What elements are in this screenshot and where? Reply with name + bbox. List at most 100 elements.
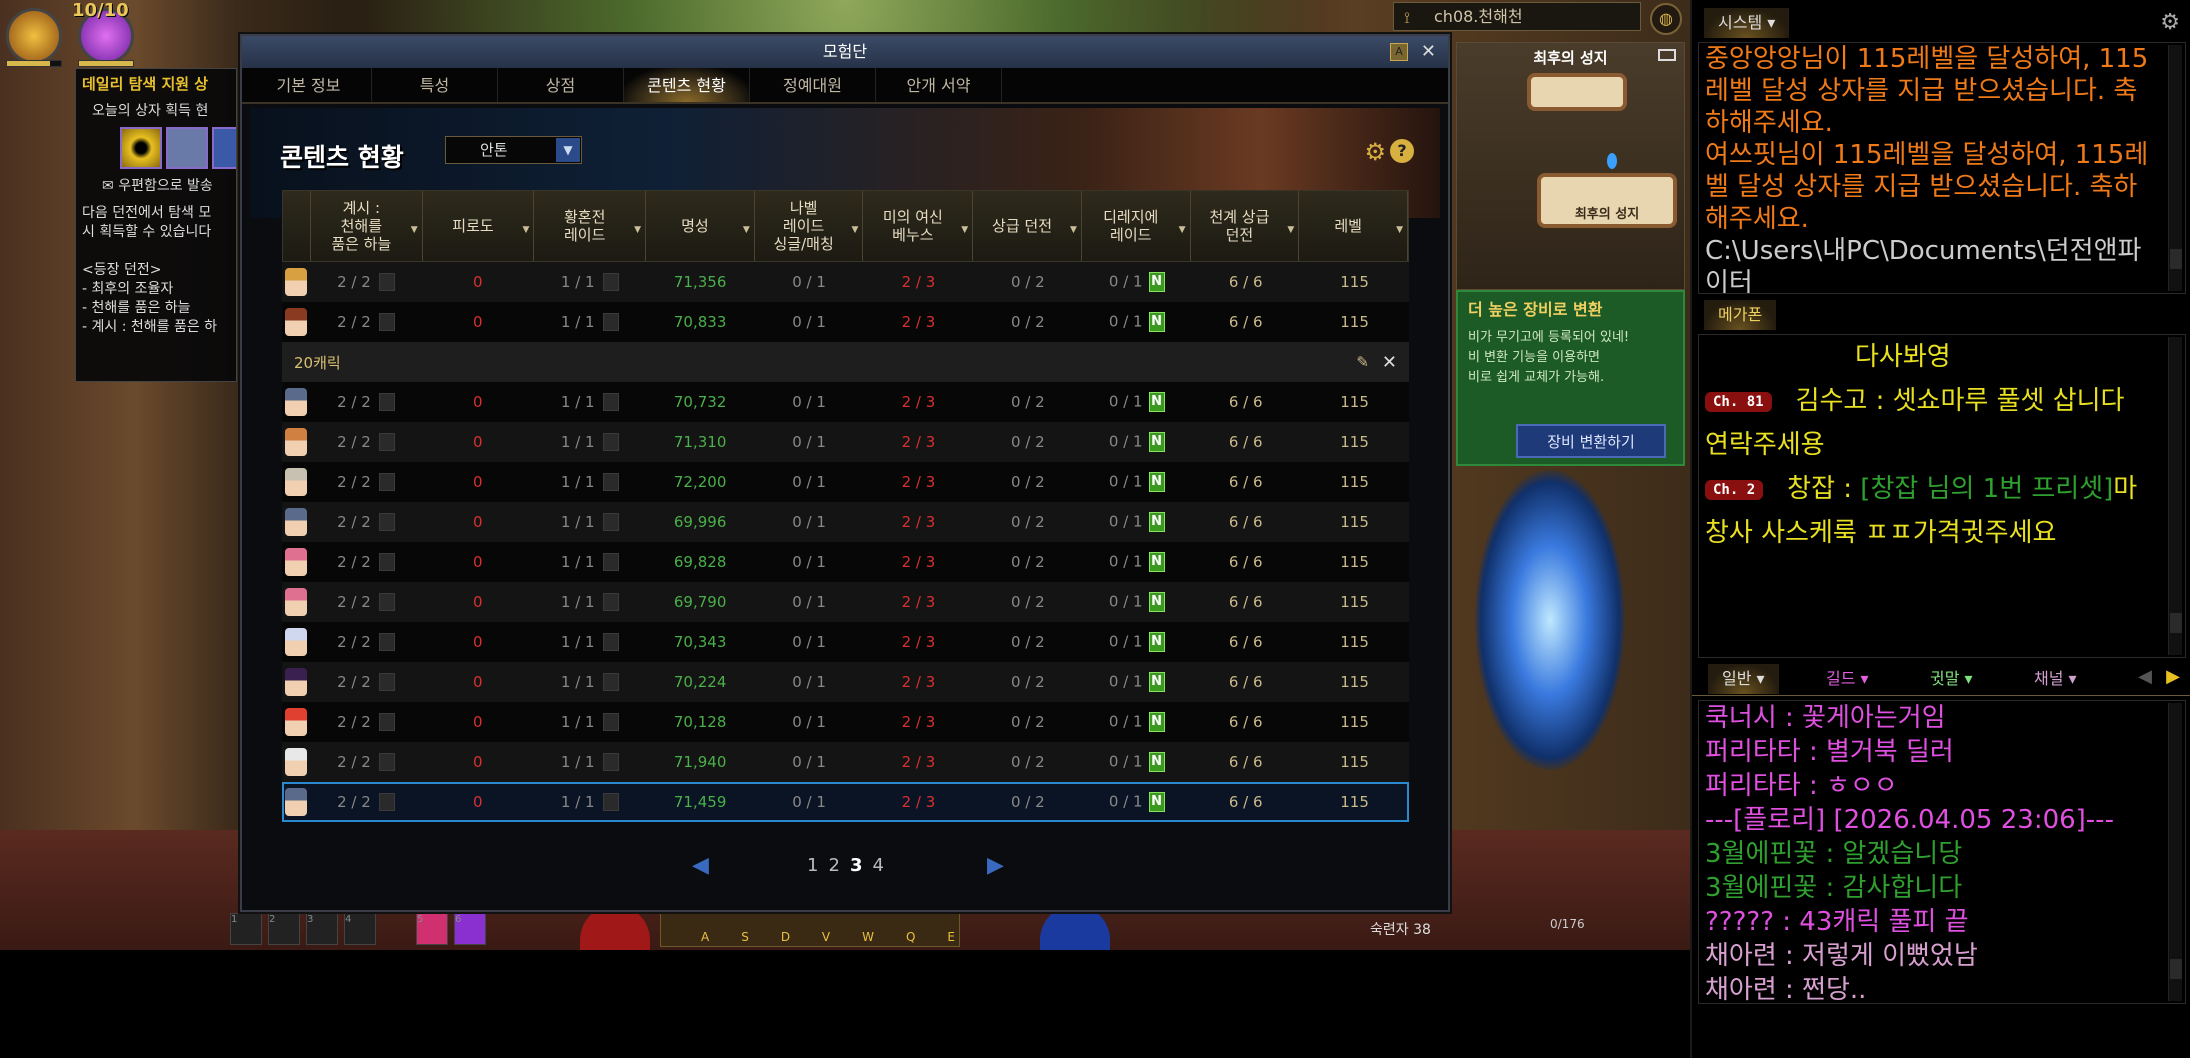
- chat-tab[interactable]: 길드 ▾: [1826, 669, 1869, 688]
- table-row[interactable]: 2 / 2 0 1 / 1 71,356 0 / 1 2 / 3 0 / 2 0 / 1 N 6 …: [282, 262, 1409, 302]
- minimap-toggle-icon[interactable]: [1658, 49, 1676, 61]
- cell-c1: 2 / 2: [310, 673, 422, 692]
- table-row[interactable]: 2 / 2 0 1 / 1 70,732 0 / 1 2 / 3 0 / 2 0 / 1 N 6 …: [282, 382, 1409, 422]
- lock-buff-icon[interactable]: [6, 8, 62, 64]
- table-row[interactable]: 2 / 2 0 1 / 1 70,343 0 / 1 2 / 3 0 / 2 0 / 1 N 6 …: [282, 622, 1409, 662]
- tab-shop[interactable]: 상점: [498, 68, 624, 102]
- next-tab-icon[interactable]: ▶: [2166, 666, 2180, 687]
- column-header[interactable]: 황혼전 레이드 ▼: [534, 191, 647, 261]
- page-link[interactable]: 2: [828, 855, 840, 876]
- table-row[interactable]: 2 / 2 0 1 / 1 69,790 0 / 1 2 / 3 0 / 2 0 / 1 N 6 …: [282, 582, 1409, 622]
- quick-slot[interactable]: 1: [230, 913, 262, 945]
- cell-c2: 0: [422, 313, 534, 331]
- sort-arrow-icon: ▼: [522, 225, 530, 235]
- quick-slot[interactable]: 3: [306, 913, 338, 945]
- gear-icon[interactable]: ⚙: [2160, 10, 2180, 35]
- cell-c1: 2 / 2: [310, 793, 422, 812]
- scrollbar[interactable]: [2168, 337, 2182, 655]
- column-header[interactable]: 천계 상급 던전 ▼: [1191, 191, 1300, 261]
- skill-bar[interactable]: ASDVWQE: [660, 911, 960, 947]
- cell-c6: 2 / 3: [864, 793, 974, 811]
- sort-arrow-icon: ▼: [1069, 225, 1077, 235]
- cell-c2: 0: [422, 553, 534, 571]
- table-row[interactable]: 2 / 2 0 1 / 1 71,940 0 / 1 2 / 3 0 / 2 0 / 1 N 6 …: [282, 742, 1409, 782]
- quick-slot[interactable]: 6: [454, 913, 486, 945]
- lock-icon: [378, 313, 395, 332]
- column-header[interactable]: 피로도 ▼: [423, 191, 535, 261]
- table-row[interactable]: 2 / 2 0 1 / 1 70,833 0 / 1 2 / 3 0 / 2 0 / 1 N 6 …: [282, 302, 1409, 342]
- table-row[interactable]: 2 / 2 0 1 / 1 71,459 0 / 1 2 / 3 0 / 2 0 / 1 N 6 …: [282, 782, 1409, 822]
- megaphone-tab[interactable]: 메가폰: [1704, 300, 1777, 330]
- help-icon[interactable]: ?: [1390, 139, 1414, 163]
- tab-traits[interactable]: 특성: [372, 68, 498, 102]
- edit-icon[interactable]: ✎: [1356, 353, 1369, 371]
- column-header[interactable]: 명성 ▼: [646, 191, 755, 261]
- page-link[interactable]: 4: [872, 855, 884, 876]
- quick-slot[interactable]: 4: [344, 913, 376, 945]
- minimap[interactable]: 최후의 성지 최후의 성지: [1456, 42, 1685, 290]
- world-map-button[interactable]: ◍: [1650, 3, 1682, 35]
- cell-value: 2 / 3: [901, 273, 936, 291]
- column-header[interactable]: 나벨 레이드 싱글/매칭 ▼: [755, 191, 864, 261]
- column-header[interactable]: 미의 여신 베누스 ▼: [863, 191, 974, 261]
- gear-icon[interactable]: ⚙: [1364, 138, 1386, 166]
- cell-lvl: 115: [1300, 553, 1409, 571]
- scrollbar[interactable]: [2168, 45, 2182, 291]
- table-row[interactable]: 2 / 2 0 1 / 1 69,828 0 / 1 2 / 3 0 / 2 0 / 1 N 6 …: [282, 542, 1409, 582]
- tab-content-status[interactable]: 콘텐츠 현황: [624, 68, 750, 102]
- table-row[interactable]: 2 / 2 0 1 / 1 70,128 0 / 1 2 / 3 0 / 2 0 / 1 N 6 …: [282, 702, 1409, 742]
- general-chat: 쿡너시 : 꽃게아는거임 퍼리타타 : 별거북 딜러 퍼리타타 : ㅎㅇㅇ ---[플…: [1698, 700, 2186, 1004]
- quick-slot[interactable]: 5: [416, 913, 448, 945]
- prev-page-icon[interactable]: ◀: [692, 853, 709, 878]
- cell-c6: 2 / 3: [864, 593, 974, 611]
- group-header[interactable]: 20캐릭 ✎ ✕: [282, 342, 1409, 382]
- table-row[interactable]: 2 / 2 0 1 / 1 72,200 0 / 1 2 / 3 0 / 2 0 / 1 N 6 …: [282, 462, 1409, 502]
- cell-c9: 6 / 6: [1191, 393, 1300, 411]
- lock-icon: [602, 593, 619, 612]
- dialog-titlebar[interactable]: 모험단 A ✕: [242, 36, 1448, 68]
- tab-mist-oath[interactable]: 안개 서약: [876, 68, 1002, 102]
- cell-value: 2 / 3: [901, 513, 936, 531]
- table-row[interactable]: 2 / 2 0 1 / 1 70,224 0 / 1 2 / 3 0 / 2 0 / 1 N 6 …: [282, 662, 1409, 702]
- cell-value: 2 / 2: [337, 752, 371, 771]
- raid-dropdown[interactable]: 안톤 ▼: [445, 136, 582, 164]
- next-page-icon[interactable]: ▶: [987, 853, 1004, 878]
- cell-c6: 2 / 3: [864, 313, 974, 331]
- page-link[interactable]: 1: [807, 855, 819, 876]
- table-row[interactable]: 2 / 2 0 1 / 1 71,310 0 / 1 2 / 3 0 / 2 0 / 1 N 6 …: [282, 422, 1409, 462]
- tab-elite-members[interactable]: 정예대원: [750, 68, 876, 102]
- prev-tab-icon[interactable]: ◀: [2138, 666, 2152, 687]
- cell-value: 1 / 1: [560, 272, 595, 291]
- column-header[interactable]: 레벨 ▼: [1299, 191, 1408, 261]
- cell-c8: 0 / 1 N: [1082, 312, 1191, 332]
- treasure-box-icon[interactable]: [78, 8, 134, 64]
- channel-selector[interactable]: ⟟ ch08.천해천: [1393, 2, 1641, 31]
- cell-c8: 0 / 1 N: [1082, 432, 1191, 452]
- system-tab[interactable]: 시스템 ▾: [1704, 8, 1790, 38]
- cell-c5: 0 / 1: [755, 273, 864, 291]
- chat-tab[interactable]: 귓말 ▾: [1930, 669, 1973, 688]
- tab-basic-info[interactable]: 기본 정보: [246, 68, 372, 102]
- quick-slot[interactable]: 2: [268, 913, 300, 945]
- lock-icon: [602, 553, 619, 572]
- close-icon[interactable]: ✕: [1381, 351, 1397, 373]
- cell-value: 6 / 6: [1228, 433, 1263, 451]
- cell-value: 2 / 3: [901, 433, 936, 451]
- dungeon-item: - 천해를 품은 하늘: [82, 300, 191, 316]
- preset-link[interactable]: [창잡 님의 1번 프리셋]: [1860, 474, 2114, 504]
- cell-value: 71,940: [673, 753, 727, 771]
- column-header[interactable]: 상급 던전 ▼: [973, 191, 1082, 261]
- chat-tab[interactable]: 채널 ▾: [2034, 669, 2077, 688]
- column-header[interactable]: 디레지에 레이드 ▼: [1082, 191, 1191, 261]
- lock-icon[interactable]: A: [1390, 43, 1408, 61]
- scrollbar[interactable]: [2168, 703, 2182, 1001]
- close-button[interactable]: ✕: [1420, 41, 1436, 62]
- page-link[interactable]: 3: [849, 855, 863, 876]
- cell-value: 6 / 6: [1228, 313, 1263, 331]
- table-row[interactable]: 2 / 2 0 1 / 1 69,996 0 / 1 2 / 3 0 / 2 0 / 1 N 6 …: [282, 502, 1409, 542]
- equip-convert-button[interactable]: 장비 변환하기: [1516, 424, 1666, 458]
- chat-tab[interactable]: 일반 ▾: [1708, 664, 1779, 694]
- cell-value: 0 / 1: [792, 393, 826, 411]
- column-header[interactable]: 계시 : 천해를 품은 하늘 ▼: [311, 191, 423, 261]
- lock-icon: [602, 673, 619, 692]
